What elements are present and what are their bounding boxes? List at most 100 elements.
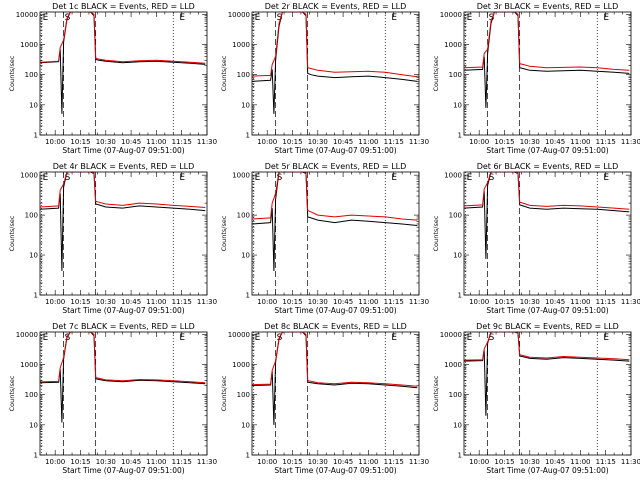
x-tick-label: 10:30 (520, 458, 540, 466)
panel-title: Det 2r BLACK = Events, RED = LLD (265, 2, 407, 11)
x-axis-label: Start Time (07-Aug-07 09:51:00) (486, 146, 608, 155)
plot-frame (251, 331, 420, 456)
x-tick-label: 10:00 (45, 138, 65, 146)
x-tick-label: 10:00 (45, 298, 65, 306)
plot-frame (251, 11, 420, 136)
panel-title: Det 6r BLACK = Events, RED = LLD (477, 162, 619, 171)
y-tick-label: 10000 (16, 331, 38, 339)
y-tick-label: 1000 (20, 41, 38, 49)
x-tick-label: 10:30 (96, 458, 116, 466)
series-events-line (464, 332, 630, 416)
y-tick-label: 10000 (440, 331, 462, 339)
x-tick-label: 10:45 (333, 138, 353, 146)
x-tick-label: 10:45 (121, 298, 141, 306)
x-axis-label: Start Time (07-Aug-07 09:51:00) (274, 146, 396, 155)
x-tick-label: 10:45 (121, 138, 141, 146)
x-axis-label: Start Time (07-Aug-07 09:51:00) (62, 146, 184, 155)
plot-frame (463, 171, 632, 296)
y-axis-label: Counts/sec (8, 55, 16, 91)
x-tick-label: 11:00 (358, 298, 378, 306)
x-tick-label: 10:30 (308, 298, 328, 306)
x-tick-label: 11:30 (621, 138, 640, 146)
y-tick-label: 1000 (444, 41, 462, 49)
x-tick-label: 11:00 (358, 458, 378, 466)
event-marker-label: E (179, 333, 185, 343)
x-tick-label: 10:45 (545, 298, 565, 306)
x-tick-label: 10:30 (308, 458, 328, 466)
x-tick-label: 11:15 (596, 138, 616, 146)
event-marker-label: S (277, 173, 283, 183)
y-tick-label: 10 (241, 101, 250, 109)
panel-det-6: Det 6r BLACK = Events, RED = LLD 1 10 100 10… (432, 162, 640, 315)
event-marker-label: E (179, 173, 185, 183)
event-marker-label: S (489, 13, 495, 23)
x-tick-label: 11:30 (197, 298, 217, 306)
y-tick-label: 10 (29, 421, 38, 429)
y-tick-label: 1000 (20, 361, 38, 369)
event-marker-label: E (603, 333, 609, 343)
series-events-line (252, 12, 418, 114)
x-tick-label: 11:00 (570, 138, 590, 146)
x-tick-label: 11:30 (621, 458, 640, 466)
event-marker-label: E (43, 13, 49, 23)
y-tick-label: 1000 (232, 172, 250, 180)
y-tick-label: 1 (34, 132, 38, 140)
x-tick-label: 11:00 (146, 458, 166, 466)
y-tick-label: 10 (453, 252, 462, 260)
y-tick-label: 1000 (232, 41, 250, 49)
x-tick-label: 10:15 (70, 138, 90, 146)
y-tick-label: 1 (246, 292, 250, 300)
series-events-line (40, 12, 206, 114)
x-tick-label: 11:30 (409, 298, 429, 306)
panel-det-1: Det 1c BLACK = Events, RED = LLD 1 10 100 10… (8, 2, 217, 155)
series-events-line (464, 12, 630, 108)
x-tick-label: 11:15 (384, 458, 404, 466)
event-marker-label: E (603, 173, 609, 183)
series-events-line (252, 332, 418, 425)
series-lld-line (464, 332, 630, 361)
x-tick-label: 11:00 (570, 298, 590, 306)
y-tick-label: 100 (449, 212, 462, 220)
panel-title: Det 7c BLACK = Events, RED = LLD (52, 322, 195, 331)
panel-title: Det 5r BLACK = Events, RED = LLD (265, 162, 407, 171)
y-tick-label: 1 (246, 132, 250, 140)
plot-frame (39, 331, 208, 456)
event-marker-label: E (179, 13, 185, 23)
panel-det-3: Det 3r BLACK = Events, RED = LLD 1 10 100 10… (432, 2, 640, 155)
event-marker-label: E (391, 173, 397, 183)
y-axis-label: Counts/sec (432, 215, 440, 251)
event-marker-label: E (603, 13, 609, 23)
series-lld-line (252, 172, 418, 221)
x-axis-label: Start Time (07-Aug-07 09:51:00) (274, 306, 396, 315)
x-tick-label: 11:30 (621, 298, 640, 306)
y-tick-label: 1 (458, 292, 462, 300)
event-marker-label: S (489, 333, 495, 343)
y-axis-label: Counts/sec (220, 55, 228, 91)
y-tick-label: 1 (34, 452, 38, 460)
series-lld-line (464, 12, 630, 71)
series-events-line (464, 172, 630, 259)
x-tick-label: 10:30 (308, 138, 328, 146)
x-tick-label: 10:30 (96, 298, 116, 306)
x-axis-label: Start Time (07-Aug-07 09:51:00) (486, 466, 608, 475)
y-tick-label: 100 (25, 212, 38, 220)
y-tick-label: 10 (453, 101, 462, 109)
x-axis-label: Start Time (07-Aug-07 09:51:00) (62, 306, 184, 315)
x-tick-label: 10:45 (121, 458, 141, 466)
series-events-line (40, 172, 206, 272)
plot-frame (251, 171, 420, 296)
x-tick-label: 10:15 (494, 138, 514, 146)
event-marker-label: E (467, 13, 473, 23)
y-tick-label: 10 (453, 421, 462, 429)
x-tick-label: 10:30 (96, 138, 116, 146)
event-marker-label: S (489, 173, 495, 183)
y-tick-label: 1 (246, 452, 250, 460)
x-tick-label: 10:15 (282, 458, 302, 466)
x-tick-label: 11:00 (146, 138, 166, 146)
x-tick-label: 10:45 (333, 298, 353, 306)
panel-det-9: Det 9c BLACK = Events, RED = LLD 1 10 100 10… (432, 322, 640, 475)
y-tick-label: 1 (458, 452, 462, 460)
y-tick-label: 10000 (228, 331, 250, 339)
x-axis-label: Start Time (07-Aug-07 09:51:00) (486, 306, 608, 315)
panel-det-7: Det 7c BLACK = Events, RED = LLD 1 10 100 10… (8, 322, 217, 475)
